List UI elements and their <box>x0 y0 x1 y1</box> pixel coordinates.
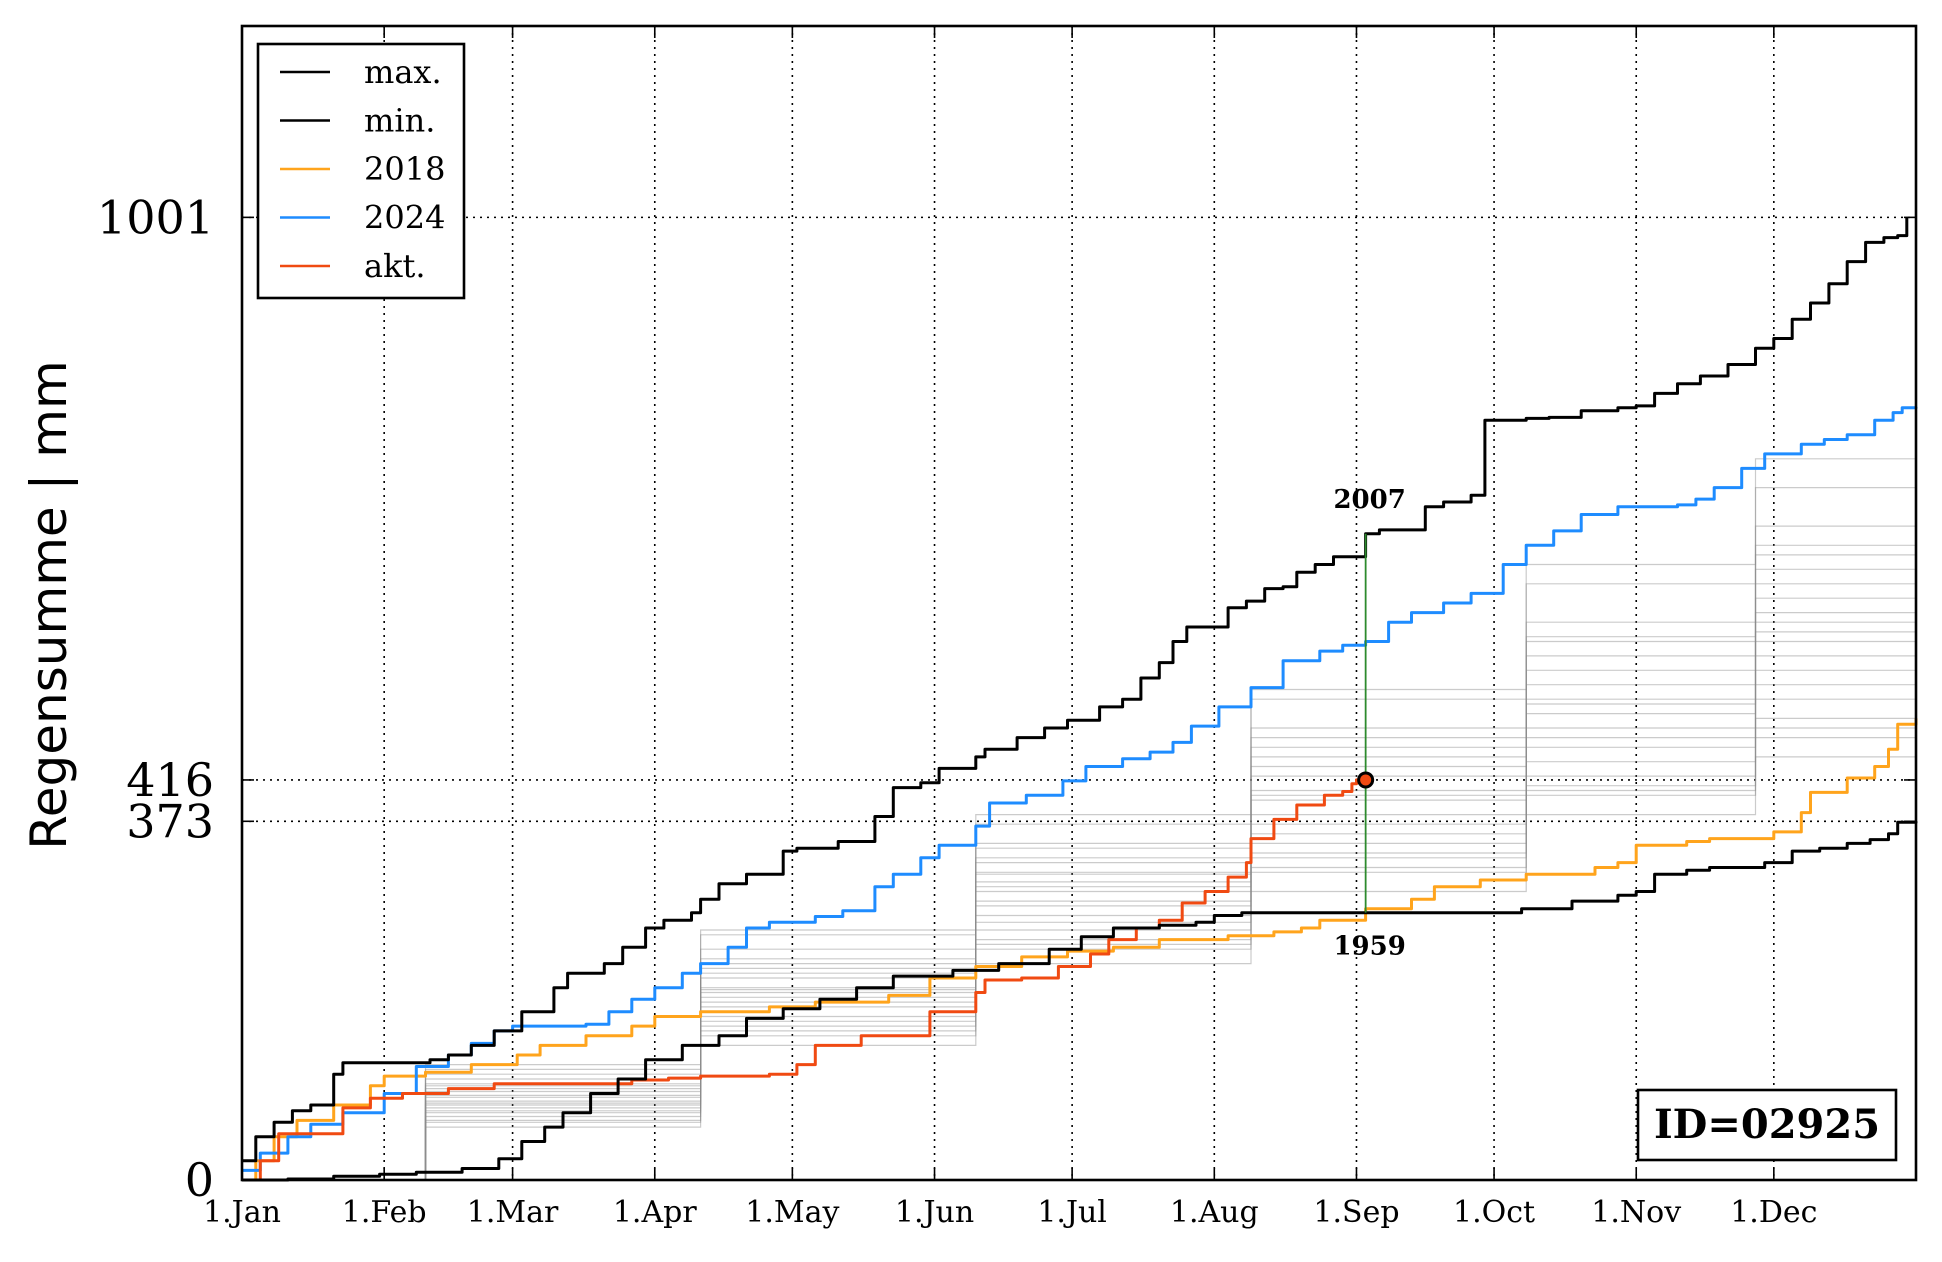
legend-label: 2024 <box>364 199 445 237</box>
legend-label: max. <box>364 53 442 91</box>
y-tick-label: 0 <box>185 1153 214 1207</box>
y-tick-label: 373 <box>126 794 214 848</box>
background-year-line <box>242 526 1917 1181</box>
legend-label: 2018 <box>364 150 445 188</box>
background-year-line <box>242 362 1917 1181</box>
background-year-line <box>242 593 1917 1181</box>
background-year-line <box>242 603 1917 1181</box>
background-year-line <box>242 655 1917 1181</box>
legend-label: min. <box>364 102 435 140</box>
grid <box>242 26 1916 1180</box>
background-year-line <box>242 670 1917 1181</box>
background-year-line <box>242 545 1917 1181</box>
plot-frame <box>240 24 1918 1182</box>
x-tick-label: 1.Jul <box>1037 1195 1107 1230</box>
legend-label: akt. <box>364 247 426 285</box>
x-tick-label: 1.Jun <box>895 1195 974 1230</box>
series-line-max <box>242 217 1909 1163</box>
y-tick-label: 1001 <box>97 190 214 244</box>
background-year-line <box>242 564 1917 1181</box>
id-box: ID=02925 <box>1636 1088 1898 1162</box>
x-tick-label: 1.Sep <box>1313 1195 1399 1230</box>
background-year-line <box>242 699 1917 1181</box>
annotation-min-year: 1959 <box>1333 932 1405 962</box>
x-tick-label: 1.Dec <box>1730 1195 1817 1230</box>
current-marker-group: 2007 1959 <box>1333 485 1405 962</box>
background-year-line <box>242 391 1917 1181</box>
axes: 1.Jan 1.Feb 1.Mar 1.Apr 1.May 1.Jun 1.Jul 1.Aug… <box>97 24 1918 1230</box>
background-year-line <box>242 502 1917 1181</box>
y-tick-label: 416 <box>126 753 214 807</box>
background-year-line <box>242 622 1917 1181</box>
series-line-akt <box>242 778 1366 1182</box>
background-year-line <box>242 554 1917 1181</box>
x-tick-label: 1.May <box>745 1195 839 1230</box>
x-tick-label: 1.Oct <box>1453 1195 1535 1230</box>
series-line-2018 <box>242 718 1918 1182</box>
background-years <box>242 362 1917 1181</box>
x-tick-label: 1.Aug <box>1170 1195 1259 1230</box>
annotation-max-year: 2007 <box>1333 485 1405 515</box>
current-value-point <box>1357 771 1375 789</box>
x-tick-label: 1.Mar <box>467 1195 559 1230</box>
x-tick-label: 1.Jan <box>203 1195 281 1230</box>
x-tick-label: 1.Nov <box>1591 1195 1681 1230</box>
background-year-line <box>242 641 1917 1181</box>
series-line-2024 <box>242 406 1918 1172</box>
x-tick-label: 1.Apr <box>613 1195 697 1230</box>
y-axis-label: Regensumme | mm <box>20 360 78 849</box>
id-box-label: ID=02925 <box>1654 1101 1880 1148</box>
background-year-line <box>242 487 1917 1181</box>
background-year-line <box>242 574 1917 1181</box>
series-lines <box>242 217 1918 1182</box>
legend: max. min. 2018 2024 akt. <box>256 42 466 300</box>
background-year-line <box>242 516 1917 1181</box>
legend-box <box>256 42 466 300</box>
id-box-frame <box>1636 1088 1898 1162</box>
x-tick-label: 1.Feb <box>342 1195 427 1230</box>
background-year-line <box>242 679 1917 1181</box>
series-line-min <box>242 820 1918 1182</box>
